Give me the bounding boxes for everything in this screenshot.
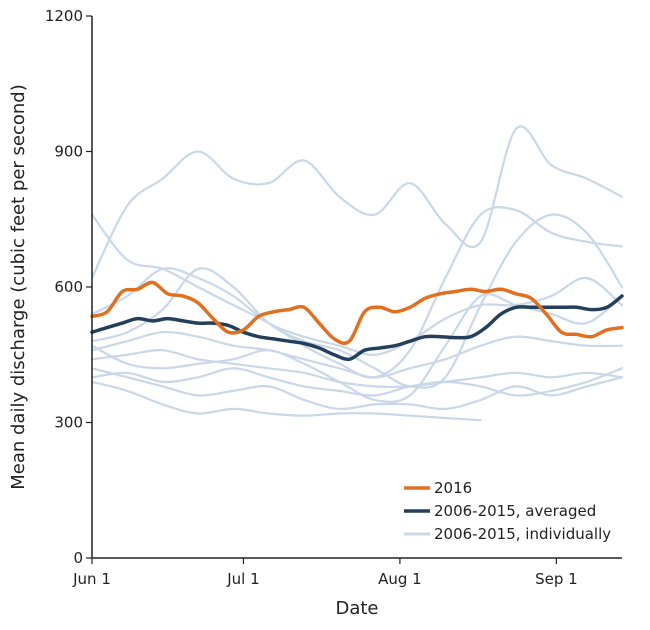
series-line-individual-5 (90, 213, 624, 389)
legend-label-averaged: 2006-2015, averaged (434, 502, 596, 520)
series-line-individual-7 (90, 349, 624, 389)
x-tick-label: Aug 1 (378, 570, 422, 588)
series-line-individual-11 (90, 293, 624, 403)
x-axis-title: Date (335, 598, 378, 619)
y-tick-label: 1200 (45, 7, 83, 25)
series-layer (90, 125, 624, 422)
series-line-individual-2 (90, 125, 624, 280)
series-line-individual-6 (90, 330, 624, 379)
x-tick-label: Jul 1 (226, 570, 259, 588)
legend-label-individually: 2006-2015, individually (434, 525, 611, 543)
x-tick-label: Jun 1 (72, 570, 111, 588)
x-tick-label: Sep 1 (535, 570, 578, 588)
axes-layer: 0 300 600 900 1200 Jun 1 Jul 1 Aug 1 Sep 1 (45, 7, 622, 588)
series-line-individual-10 (90, 380, 482, 422)
y-axis-title: Mean daily discharge (cubic feet per sec… (8, 84, 29, 490)
y-tick-label: 900 (54, 143, 83, 161)
y-tick-label: 300 (54, 414, 83, 432)
series-line-main-0 (90, 280, 624, 346)
legend: 2016 2006-2015, averaged 2006-2015, indi… (404, 479, 611, 543)
series-line-individual-9 (90, 367, 624, 411)
y-tick-label: 600 (54, 278, 83, 296)
y-tick-label: 0 (73, 549, 83, 567)
series-line-avg-1 (90, 294, 624, 362)
series-line-individual-8 (90, 367, 624, 397)
legend-label-2016: 2016 (434, 479, 472, 497)
